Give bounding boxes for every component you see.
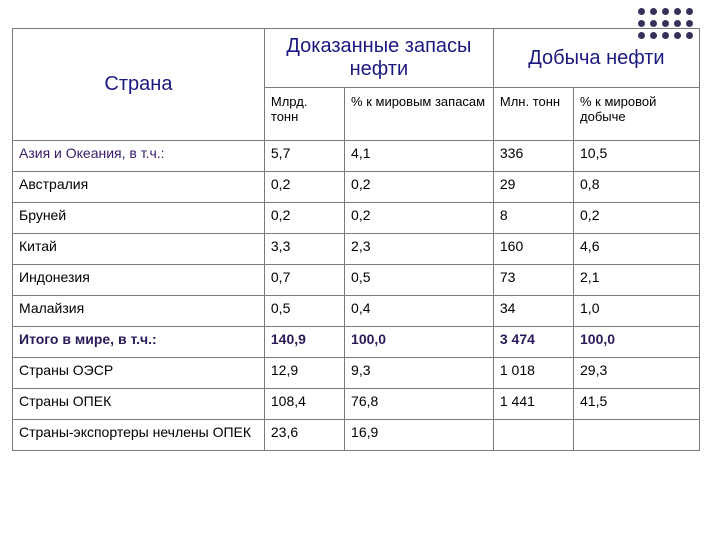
cell-value: 1 018 [493,358,573,389]
cell-value: 2,1 [574,265,700,296]
cell-value: 3 474 [493,327,573,358]
cell-value: 0,4 [345,296,494,327]
cell-value: 0,2 [574,203,700,234]
header-reserves: Доказанные запасы нефти [264,29,493,88]
header-prod-pct: % к мировой добыче [574,88,700,141]
cell-value: 0,8 [574,172,700,203]
cell-country: Малайзия [13,296,265,327]
cell-value: 336 [493,141,573,172]
cell-country: Азия и Океания, в т.ч.: [13,141,265,172]
header-country: Страна [13,29,265,141]
cell-value: 29,3 [574,358,700,389]
cell-country: Страны ОЭСР [13,358,265,389]
cell-value: 160 [493,234,573,265]
cell-value [574,420,700,451]
cell-value: 41,5 [574,389,700,420]
cell-value: 100,0 [574,327,700,358]
header-prod-mln: Млн. тонн [493,88,573,141]
cell-value: 4,6 [574,234,700,265]
table-row: Индонезия0,70,5732,1 [13,265,700,296]
oil-table-container: Страна Доказанные запасы нефти Добыча не… [12,28,700,451]
cell-value: 23,6 [264,420,344,451]
cell-value: 140,9 [264,327,344,358]
oil-table: Страна Доказанные запасы нефти Добыча не… [12,28,700,451]
table-row: Страны ОПЕК108,476,81 44141,5 [13,389,700,420]
cell-value: 100,0 [345,327,494,358]
cell-value: 0,2 [345,172,494,203]
cell-country: Страны-экспортеры нечлены ОПЕК [13,420,265,451]
header-production: Добыча нефти [493,29,699,88]
cell-country: Страны ОПЕК [13,389,265,420]
table-row: Азия и Океания, в т.ч.:5,74,133610,5 [13,141,700,172]
cell-value: 2,3 [345,234,494,265]
cell-value: 5,7 [264,141,344,172]
cell-value: 0,5 [345,265,494,296]
cell-country: Австралия [13,172,265,203]
cell-value: 1 441 [493,389,573,420]
table-row: Китай3,32,31604,6 [13,234,700,265]
cell-value: 4,1 [345,141,494,172]
table-row: Страны-экспортеры нечлены ОПЕК23,616,9 [13,420,700,451]
cell-value: 16,9 [345,420,494,451]
cell-country: Бруней [13,203,265,234]
table-row: Итого в мире, в т.ч.:140,9100,03 474100,… [13,327,700,358]
table-row: Австралия0,20,2290,8 [13,172,700,203]
cell-value [493,420,573,451]
cell-value: 108,4 [264,389,344,420]
cell-value: 9,3 [345,358,494,389]
table-row: Малайзия0,50,4341,0 [13,296,700,327]
cell-value: 0,2 [345,203,494,234]
cell-value: 0,5 [264,296,344,327]
cell-value: 12,9 [264,358,344,389]
cell-value: 8 [493,203,573,234]
cell-value: 0,2 [264,172,344,203]
header-reserves-bln: Млрд. тонн [264,88,344,141]
table-row: Страны ОЭСР12,99,31 01829,3 [13,358,700,389]
cell-value: 0,2 [264,203,344,234]
cell-value: 1,0 [574,296,700,327]
cell-country: Итого в мире, в т.ч.: [13,327,265,358]
cell-value: 10,5 [574,141,700,172]
header-reserves-pct: % к мировым запасам [345,88,494,141]
table-row: Бруней0,20,280,2 [13,203,700,234]
cell-value: 76,8 [345,389,494,420]
cell-country: Индонезия [13,265,265,296]
cell-value: 29 [493,172,573,203]
cell-value: 0,7 [264,265,344,296]
cell-value: 34 [493,296,573,327]
cell-value: 3,3 [264,234,344,265]
cell-value: 73 [493,265,573,296]
cell-country: Китай [13,234,265,265]
